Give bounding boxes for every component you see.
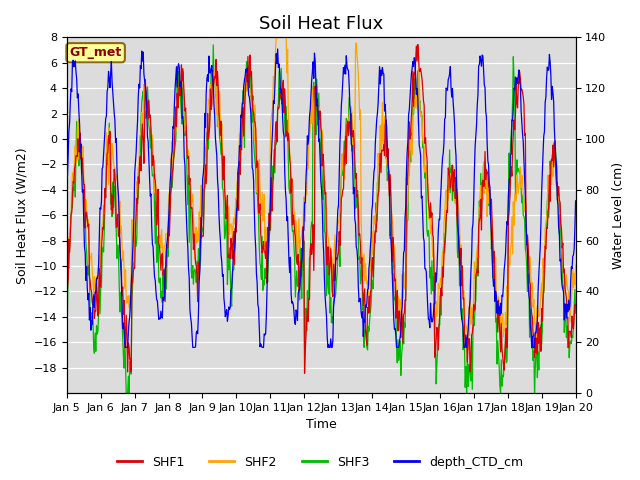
Text: GT_met: GT_met	[70, 46, 122, 59]
Legend: SHF1, SHF2, SHF3, depth_CTD_cm: SHF1, SHF2, SHF3, depth_CTD_cm	[112, 451, 528, 474]
Title: Soil Heat Flux: Soil Heat Flux	[259, 15, 383, 33]
Y-axis label: Water Level (cm): Water Level (cm)	[612, 162, 625, 269]
Y-axis label: Soil Heat Flux (W/m2): Soil Heat Flux (W/m2)	[15, 147, 28, 284]
X-axis label: Time: Time	[306, 419, 337, 432]
